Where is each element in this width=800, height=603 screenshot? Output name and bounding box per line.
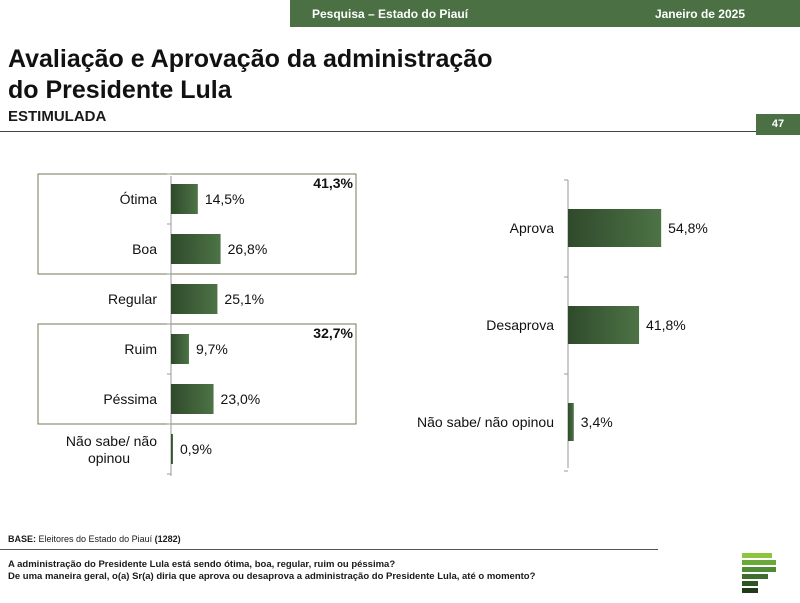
base-n: (1282) xyxy=(154,534,181,544)
bar xyxy=(171,334,189,364)
page-subtitle: ESTIMULADA xyxy=(8,108,107,125)
divider xyxy=(0,131,756,132)
base-note: BASE: Eleitores do Estado do Piauí (1282… xyxy=(8,534,181,544)
category-label: Não sabe/ não opinou xyxy=(66,433,157,466)
logo-icon xyxy=(742,553,776,593)
group-total-label: 32,7% xyxy=(313,325,353,341)
category-label: Ruim xyxy=(124,341,157,357)
bar xyxy=(568,306,640,344)
bar xyxy=(171,384,214,414)
base-text: Eleitores do Estado do Piauí xyxy=(36,534,155,544)
bar-value-label: 54,8% xyxy=(668,220,708,236)
bar-value-label: 23,0% xyxy=(221,391,261,407)
page-title-line2: do Presidente Lula xyxy=(8,76,232,104)
bar xyxy=(171,234,221,264)
bar-value-label: 26,8% xyxy=(228,241,268,257)
group-box xyxy=(37,323,357,425)
bar xyxy=(568,403,574,441)
category-label: Péssima xyxy=(103,391,157,407)
category-label: Desaprova xyxy=(486,317,554,333)
category-label: Boa xyxy=(132,241,157,257)
category-label: Ótima xyxy=(120,191,158,207)
bar-value-label: 3,4% xyxy=(581,414,613,430)
header-bar: Pesquisa – Estado do Piauí Janeiro de 20… xyxy=(290,0,800,27)
group-box xyxy=(37,173,357,275)
page-title: Avaliação e Aprovação da administração d… xyxy=(8,44,568,106)
bar xyxy=(171,434,173,464)
page-title-line1: Avaliação e Aprovação da administração xyxy=(8,45,493,73)
bar xyxy=(171,184,198,214)
category-label: Regular xyxy=(108,291,157,307)
bar-value-label: 25,1% xyxy=(224,291,264,307)
question-1: A administração do Presidente Lula está … xyxy=(8,559,396,570)
bar-value-label: 9,7% xyxy=(196,341,228,357)
bar-value-label: 14,5% xyxy=(205,191,245,207)
survey-title: Pesquisa – Estado do Piauí xyxy=(312,7,469,21)
bar-value-label: 41,8% xyxy=(646,317,686,333)
bar xyxy=(568,209,662,247)
bar-value-label: 0,9% xyxy=(180,441,212,457)
category-label: Não sabe/ não opinou xyxy=(417,414,554,430)
footer-divider xyxy=(0,549,658,550)
category-label: Aprova xyxy=(510,220,555,236)
survey-date: Janeiro de 2025 xyxy=(654,7,745,21)
page-number: 47 xyxy=(756,114,800,135)
group-total-label: 41,3% xyxy=(313,175,353,191)
bar xyxy=(171,284,218,314)
base-label: BASE: xyxy=(8,534,37,544)
question-2: De uma maneira geral, o(a) Sr(a) diria q… xyxy=(8,571,536,582)
